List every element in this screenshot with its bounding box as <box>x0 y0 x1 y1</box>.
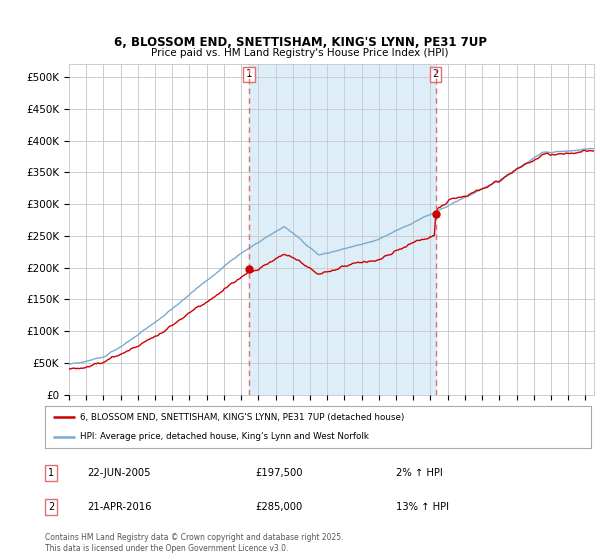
Text: 2% ↑ HPI: 2% ↑ HPI <box>396 468 443 478</box>
Text: £285,000: £285,000 <box>255 502 302 512</box>
Text: HPI: Average price, detached house, King's Lynn and West Norfolk: HPI: Average price, detached house, King… <box>80 432 370 441</box>
Text: 2: 2 <box>48 502 54 512</box>
Text: £197,500: £197,500 <box>255 468 302 478</box>
Text: 13% ↑ HPI: 13% ↑ HPI <box>396 502 449 512</box>
Text: 22-JUN-2005: 22-JUN-2005 <box>87 468 151 478</box>
Bar <box>249 64 436 395</box>
Text: 1: 1 <box>48 468 54 478</box>
Text: 6, BLOSSOM END, SNETTISHAM, KING'S LYNN, PE31 7UP: 6, BLOSSOM END, SNETTISHAM, KING'S LYNN,… <box>113 35 487 49</box>
Text: 6, BLOSSOM END, SNETTISHAM, KING'S LYNN, PE31 7UP (detached house): 6, BLOSSOM END, SNETTISHAM, KING'S LYNN,… <box>80 413 405 422</box>
Text: Price paid vs. HM Land Registry's House Price Index (HPI): Price paid vs. HM Land Registry's House … <box>151 48 449 58</box>
Text: Contains HM Land Registry data © Crown copyright and database right 2025.
This d: Contains HM Land Registry data © Crown c… <box>45 533 343 553</box>
Text: 2: 2 <box>433 69 439 80</box>
Text: 1: 1 <box>246 69 253 80</box>
Text: 21-APR-2016: 21-APR-2016 <box>87 502 151 512</box>
